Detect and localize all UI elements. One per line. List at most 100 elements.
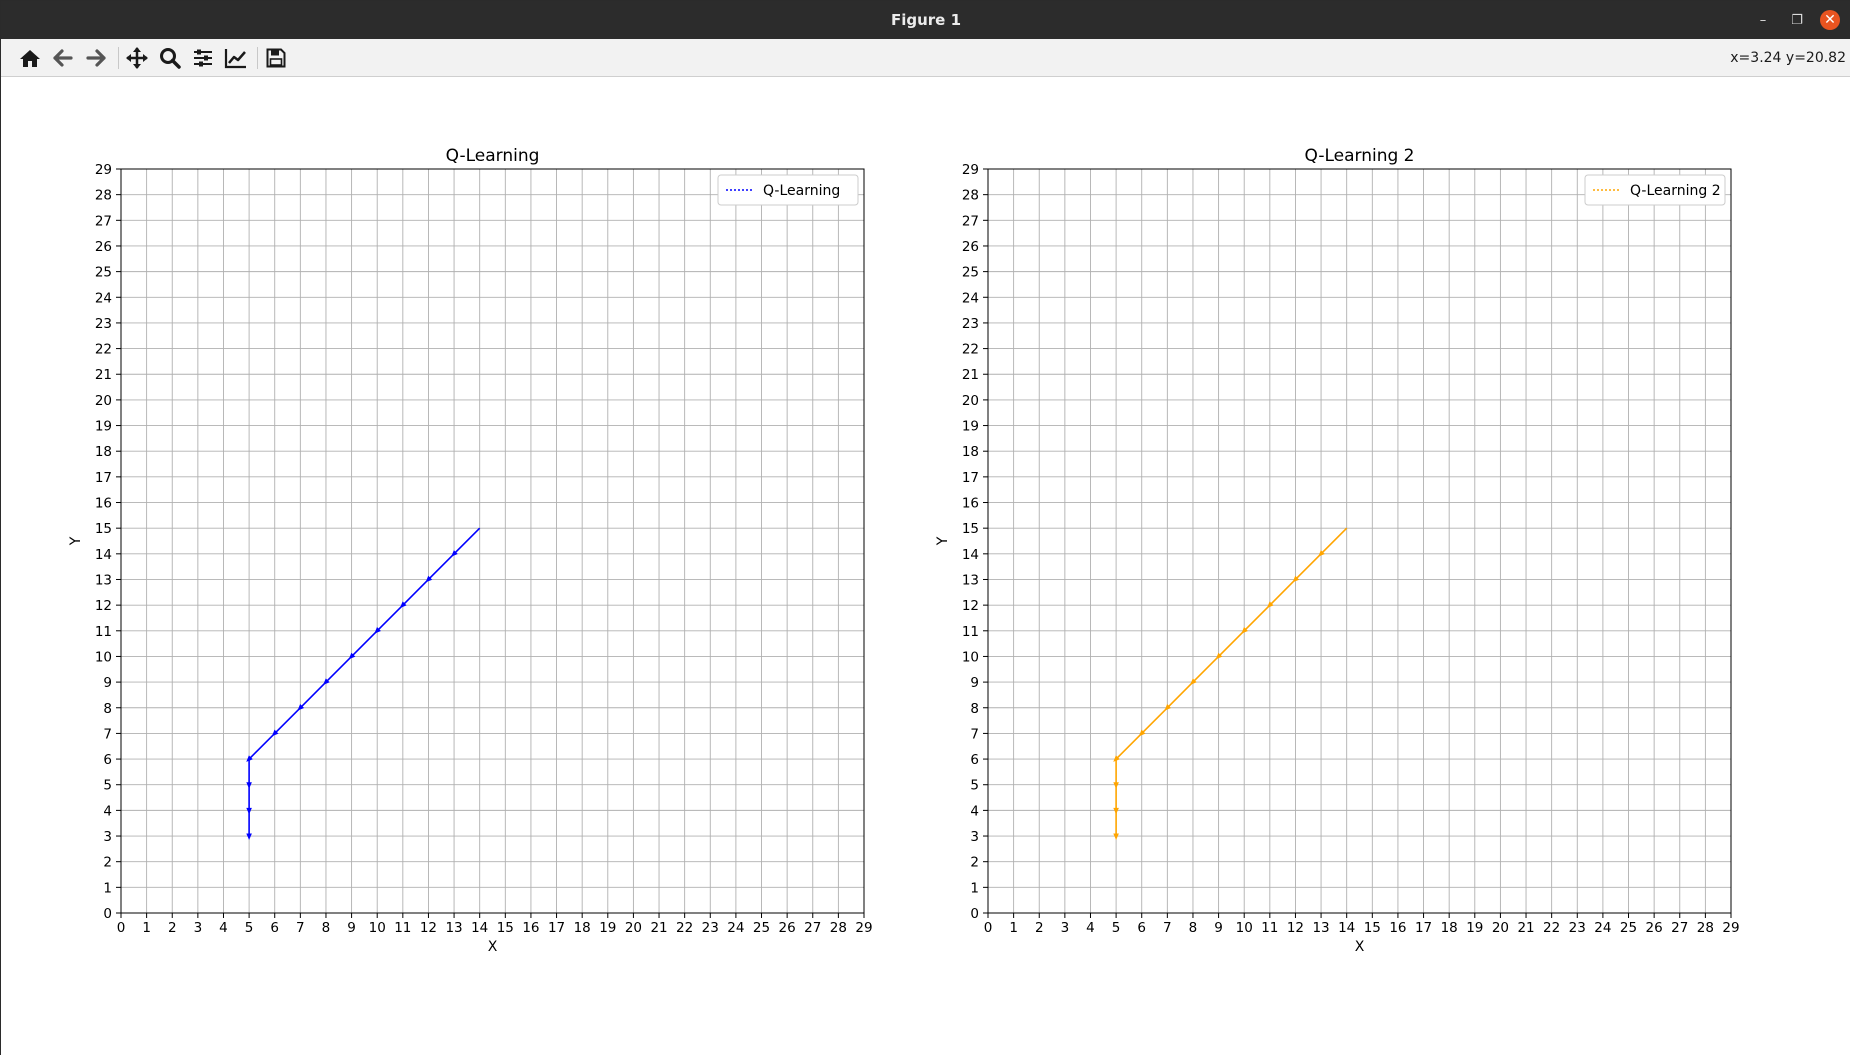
chart2-plot-area[interactable] bbox=[988, 169, 1731, 913]
chart1-y-tick-label: 5 bbox=[103, 778, 112, 794]
chart1-y-tick-label: 8 bbox=[103, 701, 112, 717]
chart1-y-tick-label: 2 bbox=[103, 855, 112, 871]
chart1-y-tick-label: 28 bbox=[95, 188, 112, 204]
chart2-data-point-marker bbox=[1164, 704, 1172, 711]
chart2-y-tick-label: 19 bbox=[962, 419, 979, 435]
chart1-y-tick-label: 6 bbox=[103, 752, 112, 768]
chart1-y-tick-label: 23 bbox=[95, 316, 112, 332]
chart1-plot-area[interactable] bbox=[121, 169, 864, 913]
chart1-x-tick-label: 22 bbox=[676, 920, 693, 936]
pan-icon bbox=[126, 47, 148, 69]
chart1-y-tick-label: 11 bbox=[95, 624, 112, 640]
chart2-y-tick-label: 2 bbox=[970, 855, 979, 871]
chart1-y-tick-label: 29 bbox=[95, 162, 112, 178]
chart2-y-tick-label: 22 bbox=[962, 342, 979, 358]
back-button[interactable] bbox=[49, 45, 77, 71]
chart1-x-tick-label: 23 bbox=[702, 920, 719, 936]
chart1-y-tick-label: 13 bbox=[95, 572, 112, 588]
chart1-y-tick-label: 20 bbox=[95, 393, 112, 409]
chart2-data-point-marker bbox=[1292, 575, 1300, 583]
figure-canvas[interactable]: 0 1 2 3 4 5 6 7 8 9 10 11 12 13 14 15 16 17 18 19 20 21 22 23 24… bbox=[1, 77, 1850, 1056]
close-icon: ✕ bbox=[1824, 12, 1836, 28]
chart1-x-tick-label: 25 bbox=[753, 920, 770, 936]
chart2-x-tick-label: 26 bbox=[1646, 920, 1663, 936]
chart2-y-tick-label: 9 bbox=[970, 675, 979, 691]
configure-subplots-button[interactable] bbox=[189, 45, 217, 71]
chart2-y-tick-label: 20 bbox=[962, 393, 979, 409]
chart2-x-axis-label: X bbox=[1355, 939, 1365, 955]
chart2-data-point-marker bbox=[1113, 782, 1119, 789]
save-button[interactable] bbox=[262, 45, 290, 71]
chart2-y-tick-label: 1 bbox=[970, 880, 979, 896]
home-button[interactable] bbox=[16, 45, 44, 71]
chart2-x-tick-label: 9 bbox=[1214, 920, 1223, 936]
chart2-y-axis-label: Y bbox=[935, 536, 951, 546]
pan-button[interactable] bbox=[123, 45, 151, 71]
chart2-x-tick-label: 28 bbox=[1697, 920, 1714, 936]
chart1-data-point-marker bbox=[246, 782, 252, 789]
chart2-y-tick-label: 25 bbox=[962, 265, 979, 281]
chart1-y-axis-label: Y bbox=[68, 536, 84, 546]
close-button[interactable]: ✕ bbox=[1820, 10, 1840, 30]
forward-button[interactable] bbox=[82, 45, 110, 71]
chart2-legend-label: Q-Learning 2 bbox=[1630, 183, 1721, 199]
title-bar[interactable]: Figure 1 – ❐ ✕ bbox=[1, 1, 1850, 39]
chart1-x-tick-label: 4 bbox=[219, 920, 228, 936]
chart1-legend bbox=[717, 174, 859, 206]
chart1-data-point-marker bbox=[297, 704, 305, 711]
edit-axes-button[interactable] bbox=[222, 45, 250, 71]
zoom-button[interactable] bbox=[156, 45, 184, 71]
chart2-data-point-marker bbox=[1267, 601, 1274, 608]
chart1-x-tick-label: 3 bbox=[194, 920, 203, 936]
toolbar-separator bbox=[257, 47, 258, 69]
chart2-y-tick-label: 29 bbox=[962, 162, 979, 178]
chart2-x-tick-label: 0 bbox=[984, 920, 993, 936]
chart1-x-tick-label: 15 bbox=[497, 920, 514, 936]
chart1-data-point-marker bbox=[271, 729, 279, 737]
chart1-y-tick-label: 9 bbox=[103, 675, 112, 691]
chart2-x-tick-label: 17 bbox=[1415, 920, 1432, 936]
save-icon bbox=[266, 48, 286, 68]
zoom-icon bbox=[160, 48, 181, 69]
chart1-data-point-marker bbox=[374, 627, 381, 634]
chart2-x-tick-label: 3 bbox=[1061, 920, 1070, 936]
chart2-y-tick-label: 16 bbox=[962, 496, 979, 512]
chart2-x-tick-label: 29 bbox=[1722, 920, 1739, 936]
chart1-y-tick-label: 22 bbox=[95, 342, 112, 358]
chart1-y-tick-label: 1 bbox=[103, 880, 112, 896]
chart1-x-tick-label: 9 bbox=[347, 920, 356, 936]
chart1-data-point-marker bbox=[451, 550, 458, 557]
chart1-x-tick-label: 29 bbox=[855, 920, 872, 936]
navigation-toolbar: x=3.24 y=20.82 bbox=[1, 39, 1850, 77]
chart2-x-tick-label: 5 bbox=[1112, 920, 1121, 936]
chart2-data-point-marker bbox=[1215, 652, 1223, 660]
chart1-x-tick-label: 7 bbox=[296, 920, 305, 936]
chart2-data-point-marker bbox=[1113, 755, 1120, 762]
chart2-data-point-marker bbox=[1318, 550, 1325, 557]
chart1-y-tick-label: 19 bbox=[95, 419, 112, 435]
chart2-x-tick-label: 2 bbox=[1035, 920, 1044, 936]
chart2-x-tick-label: 7 bbox=[1163, 920, 1172, 936]
chart1-x-tick-label: 18 bbox=[574, 920, 591, 936]
chart1-y-tick-label: 3 bbox=[103, 829, 112, 845]
chart1-x-tick-label: 28 bbox=[830, 920, 847, 936]
chart1-y-tick-label: 10 bbox=[95, 649, 112, 665]
chart2-legend bbox=[1584, 174, 1726, 206]
window-title: Figure 1 bbox=[890, 11, 962, 29]
chart1-x-tick-label: 20 bbox=[625, 920, 642, 936]
chart2-x-tick-label: 12 bbox=[1287, 920, 1304, 936]
maximize-button[interactable]: ❐ bbox=[1787, 10, 1807, 30]
chart1-x-tick-label: 14 bbox=[471, 920, 488, 936]
chart2-y-tick-label: 13 bbox=[962, 572, 979, 588]
chart1-y-tick-label: 16 bbox=[95, 496, 112, 512]
chart1-x-tick-label: 8 bbox=[322, 920, 331, 936]
chart2-y-tick-label: 12 bbox=[962, 598, 979, 614]
figure-svg[interactable]: 0 1 2 3 4 5 6 7 8 9 10 11 12 13 14 15 16 17 18 19 20 21 22 23 24… bbox=[1, 77, 1850, 1056]
forward-arrow-icon bbox=[86, 49, 106, 67]
chart2-x-tick-label: 22 bbox=[1543, 920, 1560, 936]
chart1-x-axis-label: X bbox=[488, 939, 498, 955]
minimize-button[interactable]: – bbox=[1753, 10, 1773, 30]
chart2-x-tick-label: 15 bbox=[1364, 920, 1381, 936]
chart1-data-point-marker bbox=[246, 807, 252, 815]
